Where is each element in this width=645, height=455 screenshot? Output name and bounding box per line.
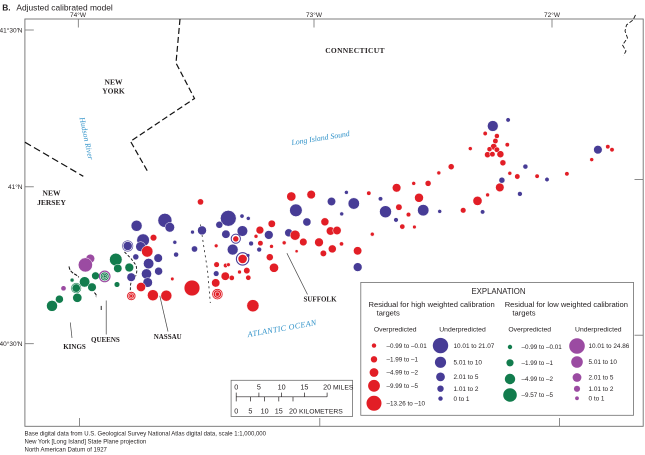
svg-text:Underpredicted: Underpredicted [439, 326, 486, 333]
svg-text:20: 20 [289, 407, 297, 416]
svg-text:targets: targets [377, 309, 400, 318]
svg-text:15: 15 [300, 383, 308, 392]
svg-text:2.01 to 5: 2.01 to 5 [589, 375, 614, 382]
svg-text:JERSEY: JERSEY [37, 198, 66, 207]
svg-text:10: 10 [261, 407, 269, 416]
svg-text:73°W: 73°W [306, 11, 323, 19]
svg-text:5.01 to 10: 5.01 to 10 [454, 360, 483, 367]
svg-text:–0.99 to –0.01: –0.99 to –0.01 [387, 343, 428, 350]
svg-text:Base digital data from U.S. Ge: Base digital data from U.S. Geological S… [25, 432, 267, 438]
svg-text:74°W: 74°W [70, 11, 87, 19]
svg-text:Overpredicted: Overpredicted [374, 326, 417, 333]
svg-text:40°30′N: 40°30′N [0, 340, 23, 348]
svg-text:Residual for low weighted cali: Residual for low weighted calibration [505, 300, 628, 309]
svg-text:10.01 to 24.86: 10.01 to 24.86 [589, 343, 630, 350]
svg-text:1.01 to 2: 1.01 to 2 [589, 386, 614, 393]
svg-text:Adjusted calibrated model: Adjusted calibrated model [16, 3, 113, 13]
svg-text:YORK: YORK [102, 87, 125, 96]
svg-text:1.01 to 2: 1.01 to 2 [454, 386, 479, 393]
svg-text:CONNECTICUT: CONNECTICUT [325, 46, 385, 55]
svg-text:NEW: NEW [43, 189, 61, 198]
svg-text:–0.99 to –0.01: –0.99 to –0.01 [522, 344, 563, 351]
svg-text:0: 0 [234, 407, 238, 416]
svg-text:EXPLANATION: EXPLANATION [471, 287, 525, 296]
svg-text:Underpredicted: Underpredicted [575, 326, 622, 333]
svg-text:0 to 1: 0 to 1 [589, 396, 605, 403]
svg-text:New York [Long Island] State P: New York [Long Island] State Plane proje… [25, 440, 147, 446]
svg-text:–1.99 to –1: –1.99 to –1 [522, 360, 554, 367]
svg-text:–9.99 to –5: –9.99 to –5 [387, 383, 419, 390]
svg-text:MILES: MILES [333, 385, 354, 392]
svg-text:–1.99 to –1: –1.99 to –1 [387, 357, 419, 364]
svg-text:0 to 1: 0 to 1 [454, 396, 470, 403]
svg-text:–13.26 to –10: –13.26 to –10 [387, 401, 426, 408]
svg-text:SUFFOLK: SUFFOLK [303, 296, 337, 304]
svg-text:NEW: NEW [105, 78, 123, 87]
svg-text:targets: targets [512, 309, 535, 318]
svg-text:B.: B. [2, 3, 10, 13]
svg-text:5: 5 [248, 407, 252, 416]
svg-text:–9.57 to –5: –9.57 to –5 [522, 392, 554, 399]
svg-text:QUEENS: QUEENS [91, 336, 120, 344]
svg-text:KILOMETERS: KILOMETERS [299, 409, 343, 416]
svg-text:Residual for high weighted cal: Residual for high weighted calibration [369, 300, 495, 309]
svg-text:5: 5 [257, 383, 261, 392]
svg-text:NASSAU: NASSAU [154, 333, 182, 341]
svg-text:41°N: 41°N [8, 183, 23, 191]
svg-text:15: 15 [275, 407, 283, 416]
svg-text:KINGS: KINGS [63, 343, 86, 351]
svg-text:10: 10 [278, 383, 286, 392]
svg-text:41°30′N: 41°30′N [0, 27, 23, 35]
svg-text:20: 20 [323, 383, 331, 392]
svg-text:Overpredicted: Overpredicted [508, 326, 551, 333]
svg-text:10.01 to 21.07: 10.01 to 21.07 [454, 343, 495, 350]
svg-text:–4.99 to –2: –4.99 to –2 [522, 376, 554, 383]
svg-text:North American Datum of 1927: North American Datum of 1927 [25, 448, 108, 454]
svg-text:–4.99 to –2: –4.99 to –2 [387, 370, 419, 377]
svg-text:0: 0 [234, 383, 238, 392]
svg-text:2.01 to 5: 2.01 to 5 [454, 374, 479, 381]
svg-text:72°W: 72°W [544, 11, 561, 19]
svg-text:5.01 to 10: 5.01 to 10 [589, 359, 618, 366]
